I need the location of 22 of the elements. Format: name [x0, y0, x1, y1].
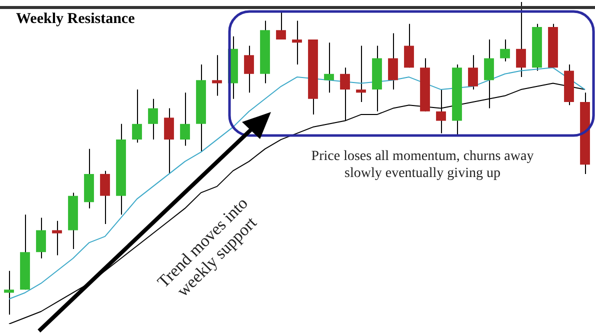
annotation: Price loses all momentum, churns away slowly eventually giving up: [310, 148, 535, 182]
candlestick: [324, 42, 334, 94]
candlestick: [164, 108, 174, 174]
candlestick: [132, 89, 142, 144]
candlestick: [468, 54, 478, 90]
candlestick: [356, 45, 366, 103]
candlestick: [244, 45, 254, 94]
candlestick: [388, 32, 398, 90]
candlestick: [36, 217, 46, 259]
text: Weekly Resistance: [16, 11, 135, 28]
candlestick: [404, 23, 414, 68]
candlestick: [180, 92, 190, 146]
candlestick: [148, 98, 158, 140]
candlestick: [276, 10, 286, 40]
candlestick: [436, 89, 446, 134]
candlestick: [100, 170, 110, 224]
candlestick: [292, 20, 302, 66]
candlestick: [52, 220, 62, 256]
candlestick: [212, 54, 222, 96]
candlestick: [500, 39, 510, 62]
candlestick: [516, 2, 526, 78]
candlestick: [4, 270, 14, 316]
